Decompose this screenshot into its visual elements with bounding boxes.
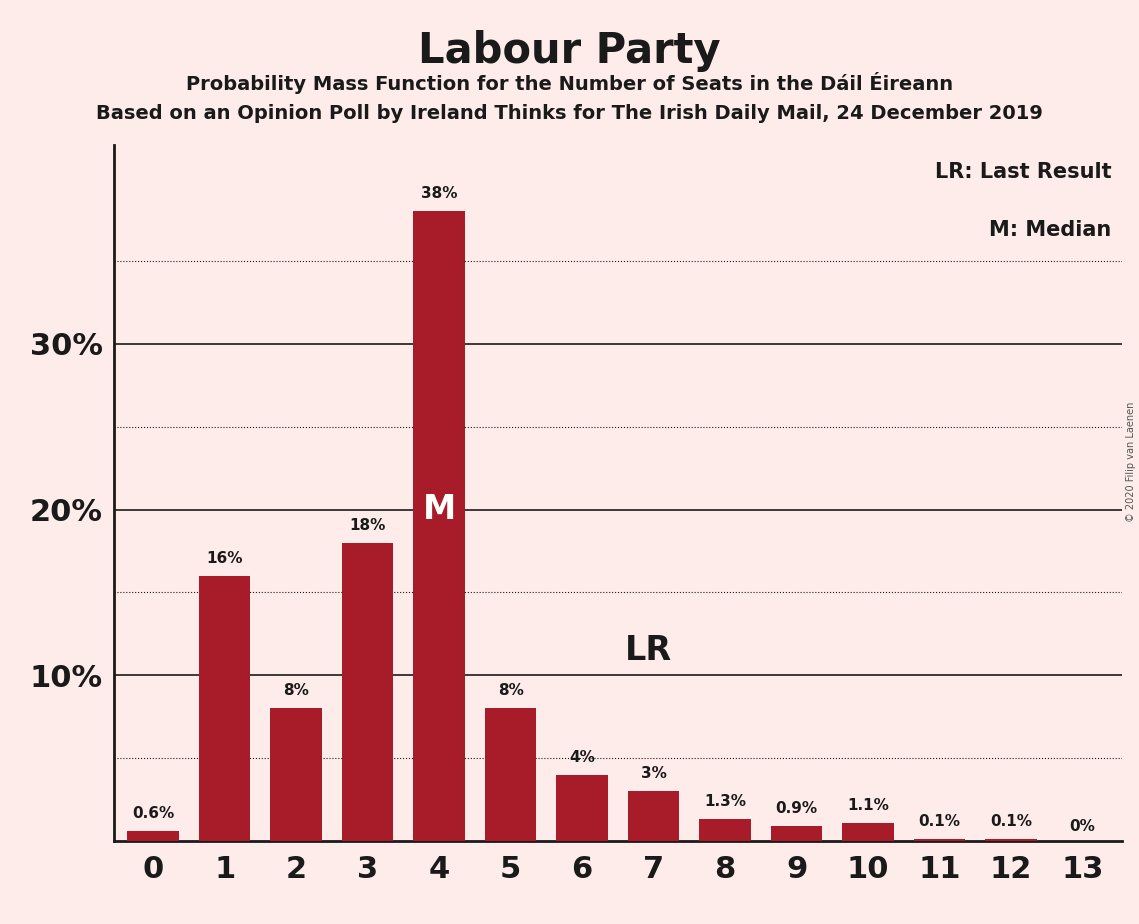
Text: 3%: 3% [641,766,666,781]
Bar [413,212,465,841]
Text: 8%: 8% [498,684,524,699]
Text: M: Median: M: Median [989,220,1112,239]
Bar [913,839,966,841]
Text: LR: LR [625,634,672,667]
Text: 0%: 0% [1070,820,1096,834]
Bar [985,839,1036,841]
Bar [342,542,393,841]
Text: 38%: 38% [421,187,458,201]
Bar [771,826,822,841]
Bar [485,709,536,841]
Text: 0.9%: 0.9% [776,801,818,816]
Bar [199,576,251,841]
Bar [699,820,751,841]
Bar [270,709,322,841]
Text: M: M [423,493,456,526]
Text: LR: Last Result: LR: Last Result [935,162,1112,182]
Text: 1.1%: 1.1% [847,797,890,813]
Text: Labour Party: Labour Party [418,30,721,71]
Text: 0.1%: 0.1% [990,814,1032,829]
Text: 1.3%: 1.3% [704,795,746,809]
Text: 18%: 18% [350,517,386,533]
Text: 16%: 16% [206,551,243,565]
Text: 4%: 4% [570,749,595,765]
Bar [557,774,608,841]
Text: 0.6%: 0.6% [132,806,174,821]
Bar [843,822,894,841]
Text: 8%: 8% [284,684,309,699]
Text: 0.1%: 0.1% [919,814,960,829]
Text: © 2020 Filip van Laenen: © 2020 Filip van Laenen [1126,402,1136,522]
Text: Based on an Opinion Poll by Ireland Thinks for The Irish Daily Mail, 24 December: Based on an Opinion Poll by Ireland Thin… [96,104,1043,124]
Bar [628,791,679,841]
Text: Probability Mass Function for the Number of Seats in the Dáil Éireann: Probability Mass Function for the Number… [186,72,953,94]
Bar [128,831,179,841]
